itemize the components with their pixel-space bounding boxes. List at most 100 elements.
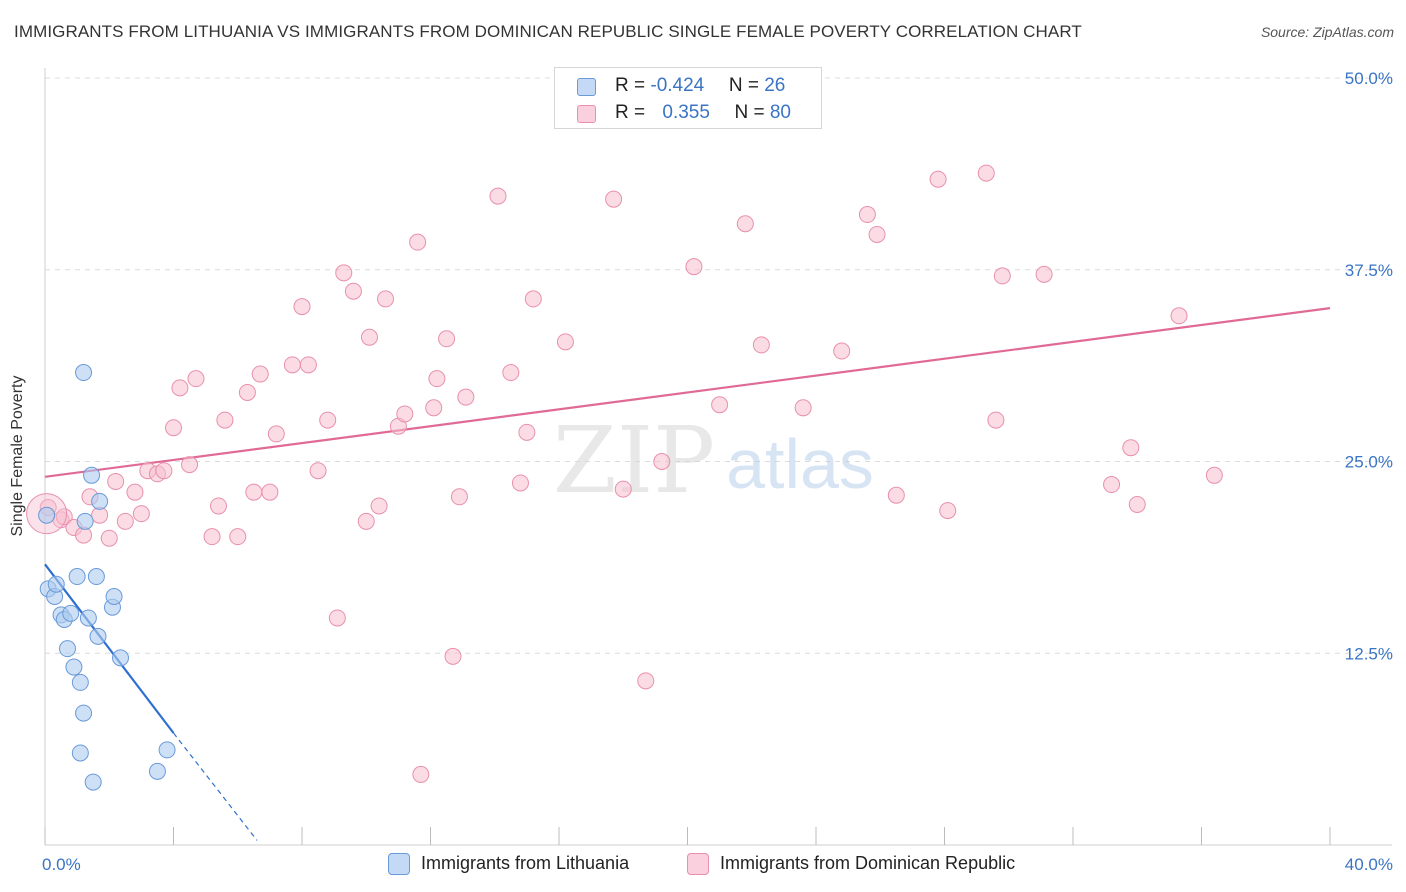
lithuania-point xyxy=(89,627,107,645)
lithuania-point xyxy=(47,575,65,593)
dominican-point xyxy=(335,264,353,282)
dominican-point xyxy=(711,396,729,414)
dominican-point xyxy=(605,190,623,208)
dominican-point xyxy=(425,399,443,417)
dominican-point xyxy=(165,419,182,437)
lithuania-points xyxy=(38,364,176,791)
dominican-point xyxy=(412,765,430,783)
dominican-point xyxy=(887,486,905,504)
watermark-zip: ZIP xyxy=(553,407,715,514)
lithuania-point xyxy=(68,568,86,586)
lithuania-trend-line xyxy=(44,563,175,734)
dominican-point xyxy=(116,512,134,530)
dominican-point xyxy=(614,480,632,498)
y-tick-label: 37.5% xyxy=(1345,261,1393,280)
dominican-point xyxy=(833,342,851,360)
lithuania-point xyxy=(105,587,123,605)
dominican-point xyxy=(511,474,529,492)
dominican-point xyxy=(251,365,269,383)
x-tick-label: 40.0% xyxy=(1345,855,1393,874)
dominican-point xyxy=(396,405,414,423)
dominican-point xyxy=(794,399,812,417)
dominican-point xyxy=(653,453,671,470)
r-value: 0.355 xyxy=(662,102,710,123)
dominican-point xyxy=(939,502,957,520)
n-label: N = xyxy=(728,75,765,96)
dominican-point xyxy=(1122,439,1140,457)
dominican-swatch xyxy=(687,853,709,875)
dominican-point xyxy=(261,483,279,501)
dominican-point xyxy=(187,370,205,388)
lithuania-point xyxy=(76,512,94,530)
dominican-point xyxy=(299,356,317,374)
dominican-point xyxy=(132,505,150,523)
dominican-point xyxy=(556,333,574,351)
legend-text-lithuania: R = -0.424 N = 26 xyxy=(615,75,785,97)
dominican-point xyxy=(55,508,73,526)
correlation-legend: R = -0.424 N = 26 R = 0.355 N = 80 xyxy=(554,67,822,129)
dominican-point xyxy=(457,388,475,406)
lithuania-point xyxy=(65,658,83,676)
legend-label: Immigrants from Dominican Republic xyxy=(720,853,1016,873)
dominican-point xyxy=(1128,495,1146,513)
lithuania-point xyxy=(111,649,129,667)
lithuania-point xyxy=(75,364,93,382)
lithuania-point xyxy=(75,704,93,722)
dominican-point xyxy=(245,483,263,501)
dominican-point xyxy=(267,425,285,443)
dominican-point xyxy=(293,298,311,316)
dominican-point xyxy=(637,672,655,690)
dominican-point xyxy=(524,290,542,308)
dominican-point xyxy=(409,233,427,251)
r-label: R = xyxy=(615,75,651,96)
dominican-point xyxy=(209,497,227,515)
chart-title: IMMIGRANTS FROM LITHUANIA VS IMMIGRANTS … xyxy=(14,22,1082,41)
trend-lines xyxy=(44,307,1331,841)
dominican-point xyxy=(438,330,456,348)
lithuania-point xyxy=(84,773,102,791)
dominican-point xyxy=(502,364,520,382)
dominican-point xyxy=(328,609,346,627)
dominican-swatch xyxy=(577,105,596,123)
lithuania-point xyxy=(148,762,166,780)
dominican-point xyxy=(171,379,189,397)
n-value: 80 xyxy=(769,102,791,123)
lithuania-swatch xyxy=(388,853,410,875)
y-tick-label: 25.0% xyxy=(1345,453,1393,472)
dominican-point xyxy=(993,267,1011,285)
dominican-point xyxy=(1103,476,1121,494)
dominican-point xyxy=(518,423,536,441)
dominican-point xyxy=(377,290,395,308)
lithuania-point xyxy=(91,492,109,510)
dominican-point xyxy=(450,488,468,506)
y-tick-label: 50.0% xyxy=(1345,69,1393,88)
lithuania-point xyxy=(79,609,97,627)
dominican-point xyxy=(238,383,256,401)
lithuania-point xyxy=(58,640,76,658)
lithuania-swatch xyxy=(577,78,596,96)
y-tick-label: 12.5% xyxy=(1345,644,1393,663)
lithuania-trend-extension xyxy=(173,732,258,841)
dominican-point xyxy=(752,336,770,354)
dominican-point xyxy=(360,328,378,346)
r-label: R = xyxy=(615,102,651,123)
dominican-trend-line xyxy=(44,307,1331,478)
dominican-point xyxy=(1205,466,1223,484)
watermark-atlas: atlas xyxy=(726,425,874,503)
dominican-point xyxy=(489,187,507,205)
source-label: Source: ZipAtlas.com xyxy=(1260,24,1394,40)
lithuania-point xyxy=(83,466,101,484)
lithuania-point xyxy=(158,741,176,759)
dominican-point xyxy=(229,528,247,546)
dominican-point xyxy=(107,472,125,490)
x-tick-label: 0.0% xyxy=(42,855,81,874)
dominican-point xyxy=(203,528,221,546)
lithuania-point xyxy=(87,568,105,586)
n-label: N = xyxy=(734,102,770,123)
legend-label: Immigrants from Lithuania xyxy=(421,853,630,873)
dominican-point xyxy=(283,356,301,374)
n-value: 26 xyxy=(764,75,786,96)
dominican-point xyxy=(319,411,337,429)
tick-labels: 12.5% 25.0% 37.5% 50.0% 0.0% 40.0% xyxy=(42,69,1393,874)
dominican-point xyxy=(736,215,754,233)
